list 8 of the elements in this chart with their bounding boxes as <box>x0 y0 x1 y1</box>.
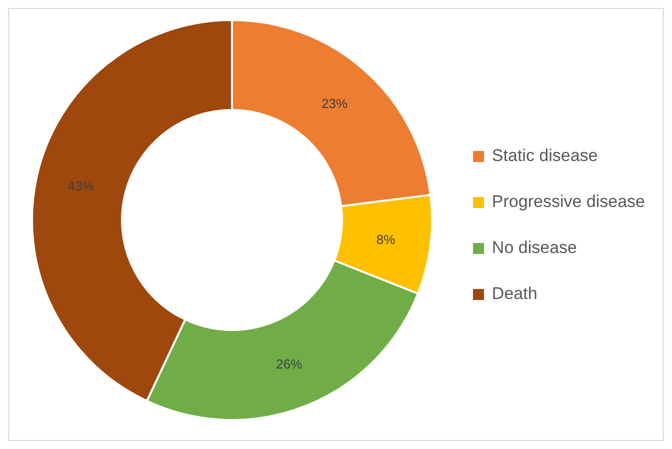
legend-label: No disease <box>492 238 577 256</box>
legend-label: Static disease <box>492 146 598 164</box>
data-label: 23% <box>321 96 348 112</box>
legend-label: Death <box>492 284 538 302</box>
legend-label: Progressive disease <box>492 192 645 210</box>
data-label: 8% <box>376 232 396 247</box>
data-label: 26% <box>276 356 303 372</box>
data-label: 43% <box>68 178 94 194</box>
